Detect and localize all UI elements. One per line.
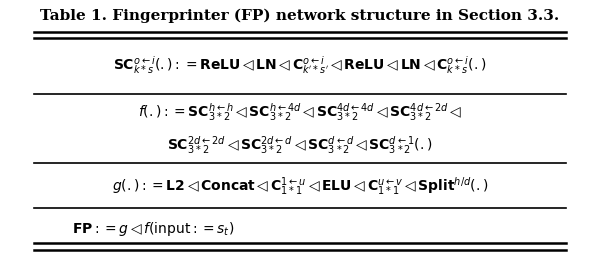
Text: Table 1. Fingerprinter (FP) network structure in Section 3.3.: Table 1. Fingerprinter (FP) network stru… [40,9,560,23]
Text: $\mathbf{SC}^{o\leftarrow i}_{k*s}(.) := \mathbf{ReLU}\triangleleft\mathbf{LN}\t: $\mathbf{SC}^{o\leftarrow i}_{k*s}(.) :=… [113,54,487,76]
Text: $\mathbf{SC}^{2d\leftarrow 2d}_{3*2}\triangleleft\mathbf{SC}^{2d\leftarrow d}_{3: $\mathbf{SC}^{2d\leftarrow 2d}_{3*2}\tri… [167,134,433,156]
Text: $\mathbf{FP} := g\triangleleft f(\mathrm{input} := s_t)$: $\mathbf{FP} := g\triangleleft f(\mathrm… [72,220,235,238]
Text: $f(.) := \mathbf{SC}^{h\leftarrow h}_{3*2}\triangleleft\mathbf{SC}^{h\leftarrow : $f(.) := \mathbf{SC}^{h\leftarrow h}_{3*… [138,101,462,123]
Text: $g(.) := \mathbf{L2}\triangleleft\mathbf{Concat}\triangleleft\mathbf{C}^{1\lefta: $g(.) := \mathbf{L2}\triangleleft\mathbf… [112,175,488,197]
